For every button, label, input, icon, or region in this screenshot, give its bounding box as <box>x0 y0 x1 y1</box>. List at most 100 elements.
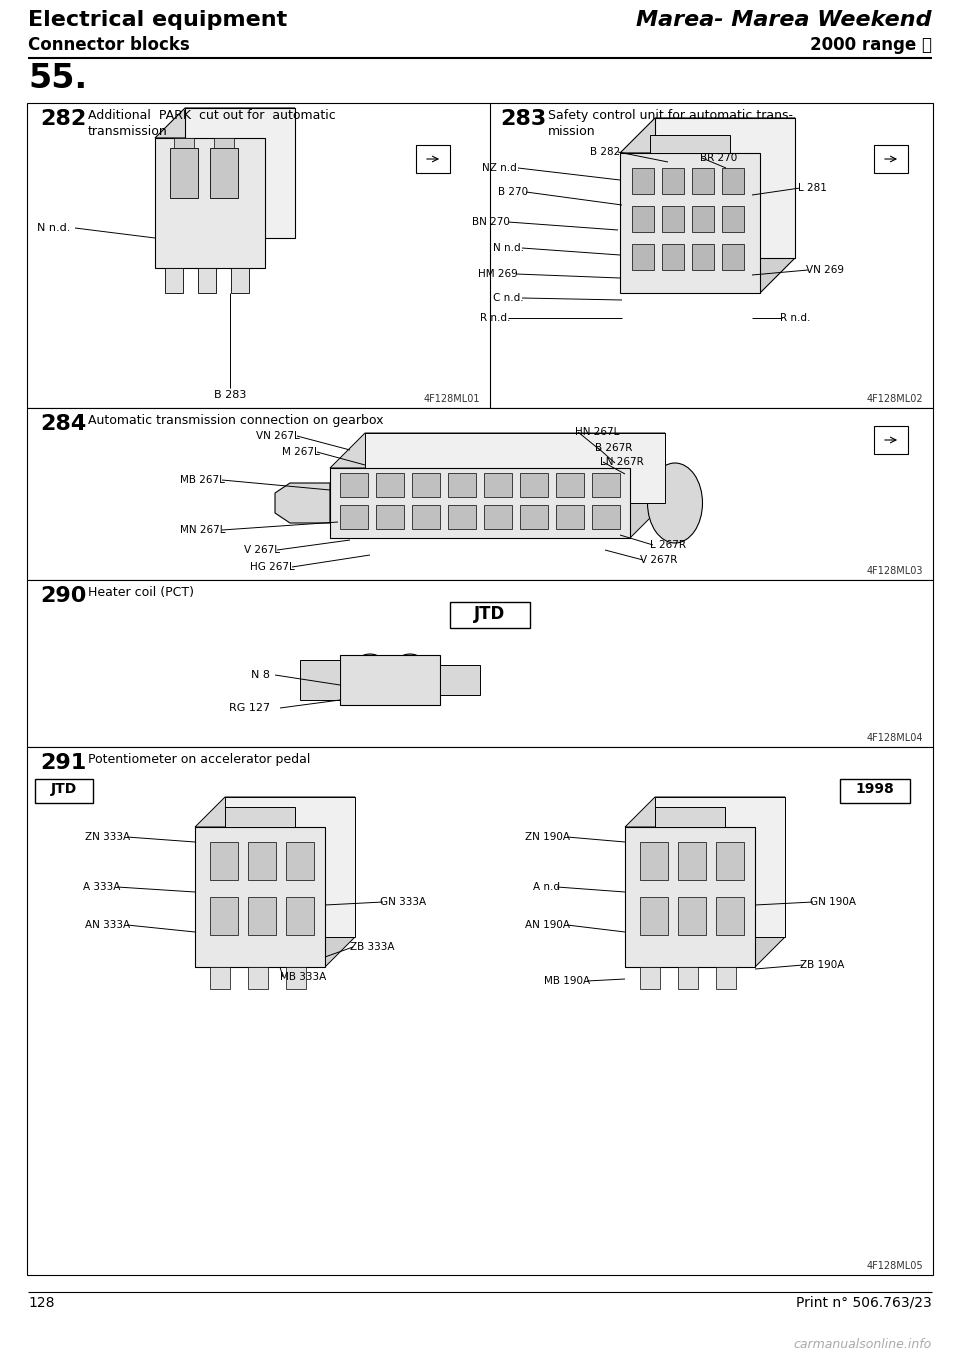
Bar <box>722 243 744 270</box>
Text: R n.d.: R n.d. <box>480 314 510 323</box>
Text: N 8: N 8 <box>251 671 270 680</box>
Text: B 270: B 270 <box>498 187 528 197</box>
Bar <box>448 506 476 529</box>
Bar <box>716 967 736 990</box>
Bar <box>620 153 760 293</box>
Text: ZB 333A: ZB 333A <box>350 942 395 952</box>
Bar <box>35 779 93 803</box>
Bar <box>376 473 404 498</box>
Bar <box>678 967 698 990</box>
Bar <box>440 665 480 695</box>
Text: 4F128ML02: 4F128ML02 <box>866 393 923 404</box>
Bar <box>248 967 268 990</box>
Text: 4F128ML01: 4F128ML01 <box>423 393 480 404</box>
Bar <box>210 967 230 990</box>
Bar <box>27 408 933 580</box>
Bar <box>340 506 368 529</box>
Bar <box>716 896 744 936</box>
Text: V 267L: V 267L <box>244 545 280 556</box>
Text: 284: 284 <box>40 414 86 434</box>
Bar <box>632 168 654 193</box>
Bar <box>225 796 355 937</box>
Circle shape <box>352 654 388 690</box>
Text: HM 269: HM 269 <box>478 269 518 279</box>
Polygon shape <box>155 108 295 138</box>
Bar <box>692 168 714 193</box>
Text: JTD: JTD <box>474 604 506 623</box>
Text: BN 270: BN 270 <box>472 218 510 227</box>
Bar <box>170 147 198 197</box>
Text: VN 267L: VN 267L <box>256 431 300 441</box>
Bar <box>165 268 183 293</box>
Bar <box>210 147 238 197</box>
Bar <box>625 827 755 967</box>
Text: Additional  PARK  cut out for  automatic: Additional PARK cut out for automatic <box>88 110 336 122</box>
Bar <box>416 145 450 173</box>
Bar <box>376 506 404 529</box>
Polygon shape <box>330 433 665 468</box>
Bar <box>692 206 714 233</box>
Text: BR 270: BR 270 <box>700 153 737 164</box>
Text: 283: 283 <box>500 110 546 128</box>
Text: ZB 190A: ZB 190A <box>800 960 845 969</box>
Bar <box>286 842 314 880</box>
Polygon shape <box>325 796 355 967</box>
Bar <box>450 602 530 627</box>
Bar <box>225 807 295 827</box>
Bar <box>27 748 933 1275</box>
Text: 4F128ML05: 4F128ML05 <box>866 1261 923 1271</box>
Text: 1998: 1998 <box>855 781 895 796</box>
Polygon shape <box>630 433 665 538</box>
Text: HN 267L: HN 267L <box>575 427 619 437</box>
Text: V 267R: V 267R <box>640 556 678 565</box>
Circle shape <box>392 654 428 690</box>
Bar <box>592 506 620 529</box>
Text: A n.d: A n.d <box>533 882 560 892</box>
Bar <box>520 506 548 529</box>
Bar <box>640 896 668 936</box>
Text: 282: 282 <box>40 110 86 128</box>
Bar <box>340 473 368 498</box>
Bar <box>365 433 665 503</box>
Text: B 282: B 282 <box>589 147 620 157</box>
Text: GN 333A: GN 333A <box>380 896 426 907</box>
Bar <box>655 118 795 258</box>
Bar <box>340 654 440 704</box>
Bar <box>678 842 706 880</box>
Text: M 267L: M 267L <box>282 448 320 457</box>
Bar <box>692 243 714 270</box>
Bar <box>722 168 744 193</box>
Bar <box>286 967 306 990</box>
Text: 290: 290 <box>40 585 86 606</box>
Text: 55.: 55. <box>28 62 87 95</box>
Text: Connector blocks: Connector blocks <box>28 37 190 54</box>
Polygon shape <box>755 796 785 967</box>
Text: Print n° 506.763/23: Print n° 506.763/23 <box>796 1297 932 1310</box>
Polygon shape <box>275 483 330 523</box>
Text: RG 127: RG 127 <box>228 703 270 713</box>
Text: Marea- Marea Weekend: Marea- Marea Weekend <box>636 9 932 30</box>
Bar <box>330 468 630 538</box>
Bar <box>185 108 295 238</box>
Text: ZN 190A: ZN 190A <box>525 831 570 842</box>
Text: B 267R: B 267R <box>595 443 633 453</box>
Text: AN 333A: AN 333A <box>84 919 130 930</box>
Text: 2000 range ⓢ: 2000 range ⓢ <box>810 37 932 54</box>
Polygon shape <box>195 796 355 827</box>
Text: L 281: L 281 <box>798 183 827 193</box>
Bar <box>640 967 660 990</box>
Bar <box>632 243 654 270</box>
Text: Electrical equipment: Electrical equipment <box>28 9 287 30</box>
Bar <box>662 168 684 193</box>
Bar <box>198 268 216 293</box>
Text: transmission: transmission <box>88 124 168 138</box>
Polygon shape <box>625 796 785 827</box>
Bar <box>248 842 276 880</box>
Bar <box>412 506 440 529</box>
Bar <box>716 842 744 880</box>
Bar <box>840 779 910 803</box>
Bar <box>640 842 668 880</box>
Text: 128: 128 <box>28 1297 55 1310</box>
Bar <box>678 896 706 936</box>
Text: GN 190A: GN 190A <box>810 896 856 907</box>
